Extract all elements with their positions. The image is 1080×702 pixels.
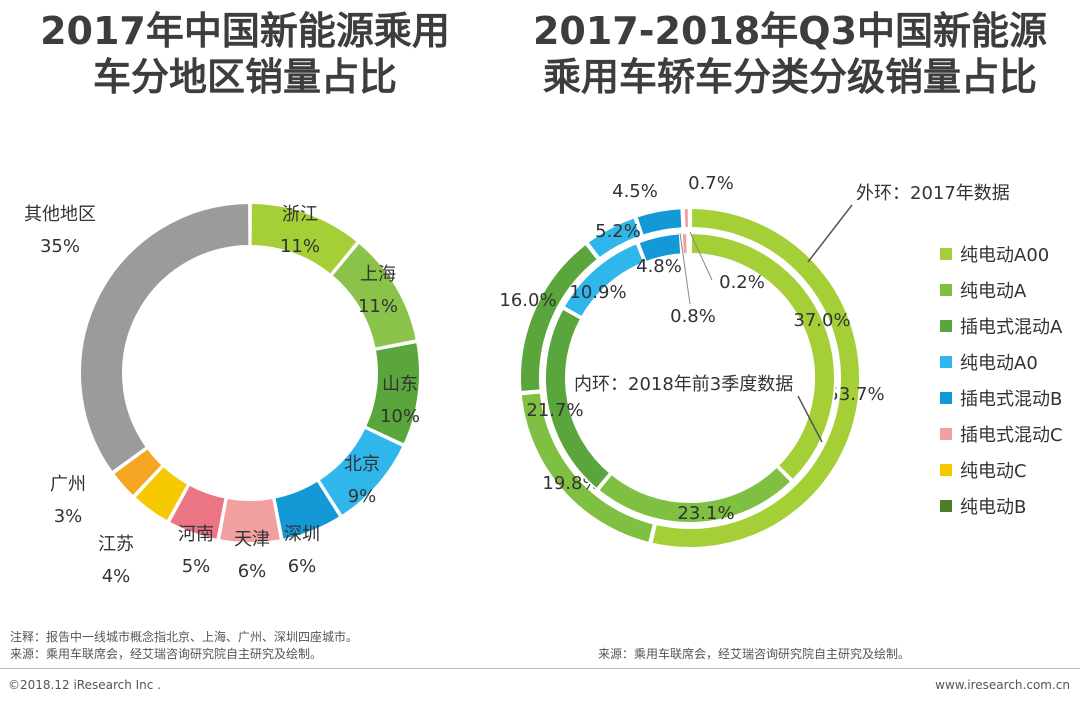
outer-slice-插电式混动C bbox=[682, 206, 690, 230]
legend-swatch bbox=[940, 464, 952, 476]
inner-ring-annotation: 内环：2018年前3季度数据 bbox=[574, 374, 793, 395]
slice-山东 bbox=[363, 340, 421, 446]
inner-label-纯电动A0: 10.9% bbox=[569, 282, 626, 303]
inner-label-插电式混动B: 4.8% bbox=[636, 256, 682, 277]
inner-label-插电式混动A: 21.7% bbox=[526, 400, 583, 421]
left-chart-title: 2017年中国新能源乘用 车分地区销量占比 bbox=[40, 9, 450, 99]
inner-slice-插电式混动A bbox=[544, 307, 612, 491]
legend-label: 插电式混动C bbox=[960, 425, 1063, 446]
legend-item-纯电动A0: 纯电动A0 bbox=[940, 344, 1080, 380]
slice-value-其他地区: 35% bbox=[40, 236, 80, 257]
outer-slice-插电式混动B bbox=[635, 207, 684, 237]
inner-slice-插电式混动B bbox=[637, 232, 683, 264]
legend-label: 插电式混动B bbox=[960, 389, 1063, 410]
slice-value-河南: 5% bbox=[182, 556, 211, 577]
legend-item-纯电动B: 纯电动B bbox=[940, 488, 1080, 524]
legend-label: 插电式混动A bbox=[960, 317, 1063, 338]
region-donut-chart: 浙江 11% 上海 11% 山东 10% 北京 9% 深圳 6% 天津 6% 河南 5% 江苏 4% 广州 3% 其… bbox=[24, 201, 421, 587]
legend-item-纯电动C: 纯电动C bbox=[940, 452, 1080, 488]
outer-slice-纯电动A bbox=[519, 391, 656, 545]
legend-item-纯电动A: 纯电动A bbox=[940, 272, 1080, 308]
outer-label-纯电动A00: 53.7% bbox=[827, 384, 884, 405]
legend-swatch bbox=[940, 392, 952, 404]
slice-label-天津: 天津 bbox=[234, 529, 270, 550]
slice-浙江 bbox=[249, 201, 360, 277]
legend-swatch bbox=[940, 500, 952, 512]
slice-label-北京: 北京 bbox=[344, 454, 380, 475]
slice-label-广州: 广州 bbox=[50, 474, 86, 495]
slice-label-河南: 河南 bbox=[178, 524, 214, 545]
legend-swatch bbox=[940, 356, 952, 368]
outer-ring-annotation: 外环：2017年数据 bbox=[856, 183, 1010, 204]
slice-广州 bbox=[111, 446, 164, 498]
outer-ring-pointer bbox=[807, 204, 853, 263]
slice-label-深圳: 深圳 bbox=[284, 524, 320, 545]
class-double-donut-chart: 53.7%19.8%16.0%5.2%4.5% 0.7%37.0%23.1%21.… bbox=[499, 173, 1010, 549]
footnote-left: 注释：报告中一线城市概念指北京、上海、广州、深圳四座城市。 来源：乘用车联席会，… bbox=[10, 629, 358, 663]
slice-河南 bbox=[167, 483, 227, 541]
legend-label: 纯电动C bbox=[960, 461, 1027, 482]
inner-label-纯电动C: 0.2% bbox=[719, 272, 765, 293]
legend-label: 纯电动B bbox=[960, 497, 1027, 518]
leader-line-0.2 bbox=[689, 231, 713, 281]
slice-其他地区 bbox=[79, 201, 251, 474]
leader-line-0.8 bbox=[679, 232, 691, 305]
slice-江苏 bbox=[132, 464, 190, 523]
inner-slice-纯电动A bbox=[596, 465, 793, 524]
slice-value-上海: 11% bbox=[358, 296, 398, 317]
slice-北京 bbox=[317, 426, 405, 518]
legend-swatch bbox=[940, 284, 952, 296]
slice-value-江苏: 4% bbox=[102, 566, 131, 587]
slice-value-天津: 6% bbox=[238, 561, 267, 582]
slice-上海 bbox=[330, 241, 418, 350]
slice-value-浙江: 11% bbox=[280, 236, 320, 257]
slice-label-山东: 山东 bbox=[382, 374, 418, 395]
legend-swatch bbox=[940, 248, 952, 260]
outer-slice-纯电动A00 bbox=[650, 206, 861, 549]
slice-value-山东: 10% bbox=[380, 406, 420, 427]
outer-label-纯电动A0: 5.2% bbox=[595, 221, 641, 242]
inner-label-纯电动A: 23.1% bbox=[677, 503, 734, 524]
slice-深圳 bbox=[273, 479, 342, 541]
legend-label: 纯电动A00 bbox=[960, 245, 1050, 266]
legend-swatch bbox=[940, 428, 952, 440]
inner-ring-pointer bbox=[797, 395, 823, 443]
slice-天津 bbox=[217, 496, 283, 544]
note-line-2: 来源：乘用车联席会，经艾瑞咨询研究院自主研究及绘制。 bbox=[10, 647, 323, 661]
legend-item-插电式混动A: 插电式混动A bbox=[940, 308, 1080, 344]
copyright-text: ©2018.12 iResearch Inc . bbox=[8, 678, 161, 692]
note-line-1: 注释：报告中一线城市概念指北京、上海、广州、深圳四座城市。 bbox=[10, 630, 359, 644]
slice-value-北京: 9% bbox=[348, 486, 377, 507]
inner-label-纯电动A00: 37.0% bbox=[793, 310, 850, 331]
outer-label-插电式混动B: 4.5% bbox=[612, 181, 658, 202]
legend-label: 纯电动A bbox=[960, 281, 1027, 302]
slice-label-江苏: 江苏 bbox=[98, 534, 134, 555]
slice-label-上海: 上海 bbox=[360, 264, 396, 285]
legend-item-插电式混动C: 插电式混动C bbox=[940, 416, 1080, 452]
outer-slice-纯电动A0 bbox=[586, 216, 643, 260]
website-link[interactable]: www.iresearch.com.cn bbox=[935, 678, 1070, 692]
slice-label-浙江: 浙江 bbox=[282, 204, 318, 225]
chart-legend: 纯电动A00 纯电动A 插电式混动A 纯电动A0 插电式混动B 插电式混动C 纯电动C 纯电动… bbox=[940, 236, 1080, 524]
legend-swatch bbox=[940, 320, 952, 332]
inner-slice-纯电动A00 bbox=[689, 231, 836, 482]
slice-value-深圳: 6% bbox=[288, 556, 317, 577]
slice-value-广州: 3% bbox=[54, 506, 83, 527]
outer-slice-插电式混动A bbox=[519, 242, 600, 394]
inner-slice-纯电动A0 bbox=[562, 241, 646, 319]
inner-label-插电式混动C: 0.8% bbox=[670, 306, 716, 327]
right-chart-title: 2017-2018年Q3中国新能源 乘用车轿车分类分级销量占比 bbox=[532, 9, 1048, 99]
outer-label-插电式混动C: 0.7% bbox=[688, 173, 734, 194]
legend-item-插电式混动B: 插电式混动B bbox=[940, 380, 1080, 416]
legend-item-纯电动A00: 纯电动A00 bbox=[940, 236, 1080, 272]
footer-divider bbox=[0, 668, 1080, 669]
outer-label-插电式混动A: 16.0% bbox=[499, 290, 556, 311]
source-note-right: 来源：乘用车联席会，经艾瑞咨询研究院自主研究及绘制。 bbox=[598, 647, 911, 661]
legend-label: 纯电动A0 bbox=[960, 353, 1038, 374]
slice-label-其他地区: 其他地区 bbox=[24, 204, 96, 225]
